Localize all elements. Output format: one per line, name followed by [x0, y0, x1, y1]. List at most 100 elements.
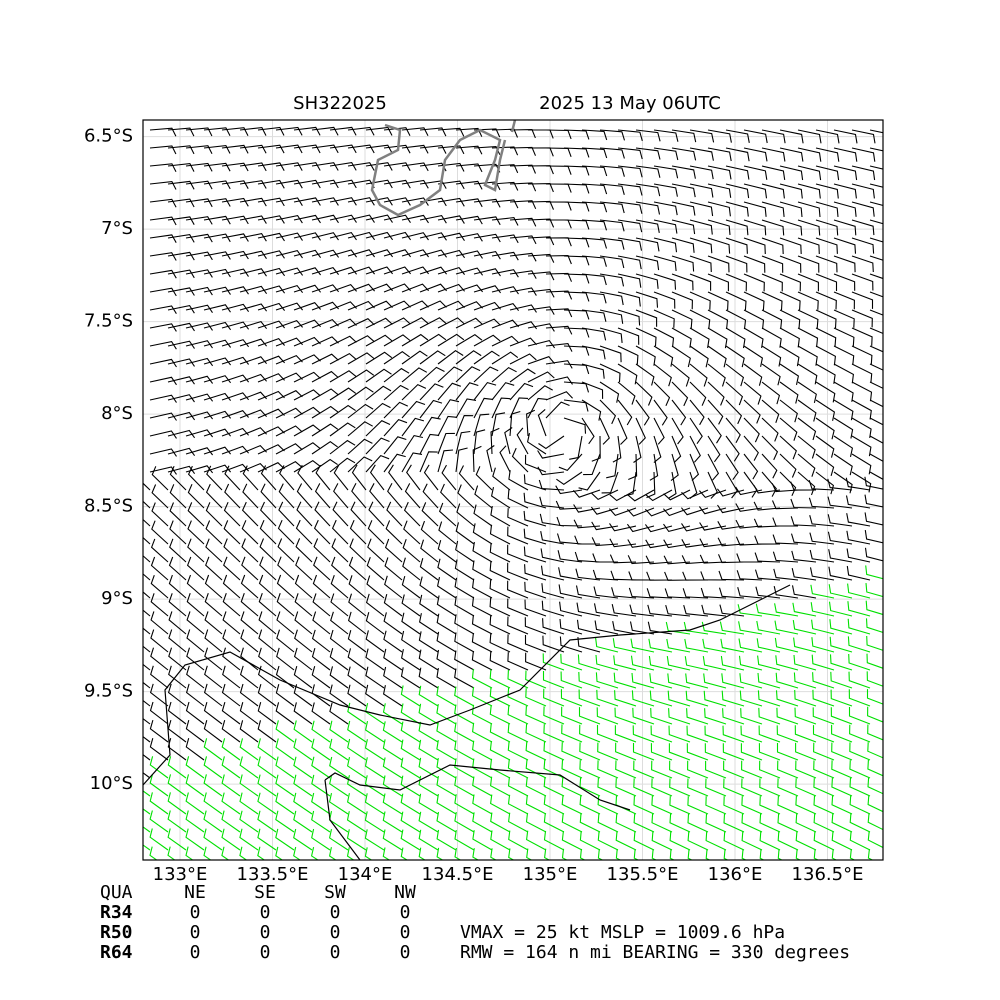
wind-barb: [651, 849, 658, 860]
wind-barb: [364, 793, 385, 815]
wind-barb: [491, 397, 511, 419]
wind-barb: [651, 813, 673, 833]
wind-barb: [669, 831, 691, 851]
wind-barb: [653, 219, 678, 234]
wind-barb: [653, 345, 674, 367]
wind-barb: [717, 504, 745, 514]
wind-barb: [149, 774, 169, 797]
wind-barb: [689, 183, 714, 198]
wind-barb: [242, 465, 259, 491]
wind-barb: [775, 672, 799, 689]
wind-barb: [581, 237, 608, 249]
wind-barb: [349, 519, 367, 545]
wind-barb: [831, 831, 853, 851]
wind-barb: [149, 412, 177, 421]
wind-barb: [743, 345, 764, 367]
wind-barb: [347, 386, 374, 401]
wind-barb: [275, 214, 303, 224]
wind-barb: [599, 327, 623, 343]
wind-barb: [559, 618, 583, 635]
wind-barb: [293, 126, 321, 136]
wind-barb: [794, 689, 817, 707]
wind-barb: [364, 829, 385, 851]
wind-barb: [666, 656, 691, 671]
wind-barb: [400, 667, 421, 689]
wind-barb: [347, 421, 373, 437]
wind-barb: [455, 350, 482, 365]
wind-barb: [348, 575, 367, 599]
wind-barb: [239, 127, 267, 136]
wind-barb: [617, 219, 643, 233]
wind-barb: [537, 408, 547, 437]
wind-barb: [702, 638, 727, 653]
wind-barb: [455, 382, 479, 401]
wind-barb: [777, 760, 799, 779]
wind-barb: [421, 502, 439, 527]
wind-barb: [168, 593, 187, 617]
wind-barb: [329, 161, 357, 171]
wind-barb: [203, 233, 231, 243]
wind-barb: [509, 217, 537, 227]
wind-barb: [275, 810, 295, 833]
wind-barb: [707, 309, 729, 330]
wind-barb: [653, 399, 668, 426]
wind-barb: [576, 602, 601, 617]
wind-barb: [491, 412, 506, 437]
wind-barb: [831, 724, 853, 743]
wind-barb: [559, 601, 583, 617]
wind-barb: [772, 534, 799, 545]
wind-barb: [418, 649, 439, 671]
wind-barb: [869, 435, 883, 444]
wind-barb: [383, 384, 409, 401]
wind-barb: [651, 778, 673, 797]
wind-barb: [653, 417, 665, 445]
wind-barb: [347, 335, 375, 347]
wind-barb: [869, 237, 883, 243]
wind-barb: [400, 847, 409, 860]
wind-barb: [185, 683, 205, 707]
wind-barb: [815, 363, 836, 384]
wind-barb: [331, 538, 349, 563]
table-cell: 0: [190, 902, 201, 923]
wind-barb: [707, 417, 722, 444]
wind-barb: [311, 249, 340, 258]
wind-barb: [489, 633, 511, 653]
wind-barb: [143, 609, 151, 617]
wind-barb: [239, 180, 267, 189]
wind-barb: [473, 334, 501, 347]
wind-barb: [635, 363, 655, 386]
wind-barb: [473, 146, 501, 155]
wind-barb: [401, 232, 429, 241]
wind-barb: [400, 685, 421, 707]
wind-barb: [687, 778, 709, 797]
wind-barb: [491, 366, 517, 383]
wind-barb: [597, 777, 619, 797]
wind-barb: [167, 774, 187, 797]
wind-barb: [329, 666, 349, 689]
wind-barb: [169, 520, 187, 545]
wind-barb: [241, 520, 259, 545]
wind-barb: [383, 162, 411, 171]
wind-barb: [635, 309, 658, 327]
wind-barb: [507, 508, 529, 527]
wind-barb: [761, 453, 778, 479]
wind-barb: [833, 129, 858, 144]
wind-barb: [401, 400, 426, 419]
wind-barb: [831, 795, 853, 815]
wind-barb: [203, 357, 232, 366]
wind-barb: [595, 637, 619, 653]
x-tick-label: 135.5°E: [607, 864, 679, 885]
wind-barb: [867, 848, 874, 860]
wind-barb: [561, 830, 583, 851]
wind-barb: [791, 585, 817, 599]
wind-barb: [418, 847, 426, 860]
wind-barb: [329, 231, 357, 241]
wind-barb: [707, 363, 726, 387]
wind-barb: [771, 500, 799, 510]
wind-barb: [275, 702, 295, 725]
wind-barb: [143, 717, 151, 725]
wind-barb: [833, 309, 855, 328]
wind-barb: [203, 720, 223, 743]
wind-barb: [259, 519, 277, 545]
wind-barb: [833, 201, 857, 217]
